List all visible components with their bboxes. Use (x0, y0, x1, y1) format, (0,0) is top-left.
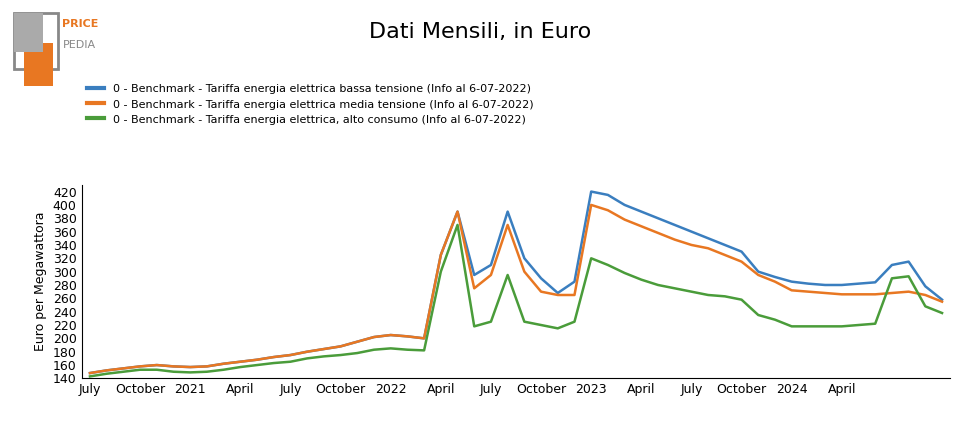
Bar (14, 13, 43, 52)
Legend: 0 - Benchmark - Tariffa energia elettrica bassa tensione (Info al 6-07-2022), 0 : 0 - Benchmark - Tariffa energia elettric… (87, 83, 534, 125)
Text: PEDIA: PEDIA (62, 40, 96, 50)
Bar (14, 13, 58, 69)
Y-axis label: Euro per Megawattora: Euro per Megawattora (35, 212, 47, 351)
Text: Dati Mensili, in Euro: Dati Mensili, in Euro (369, 22, 591, 42)
Bar (24, 43, 53, 86)
Text: PRICE: PRICE (62, 19, 99, 29)
